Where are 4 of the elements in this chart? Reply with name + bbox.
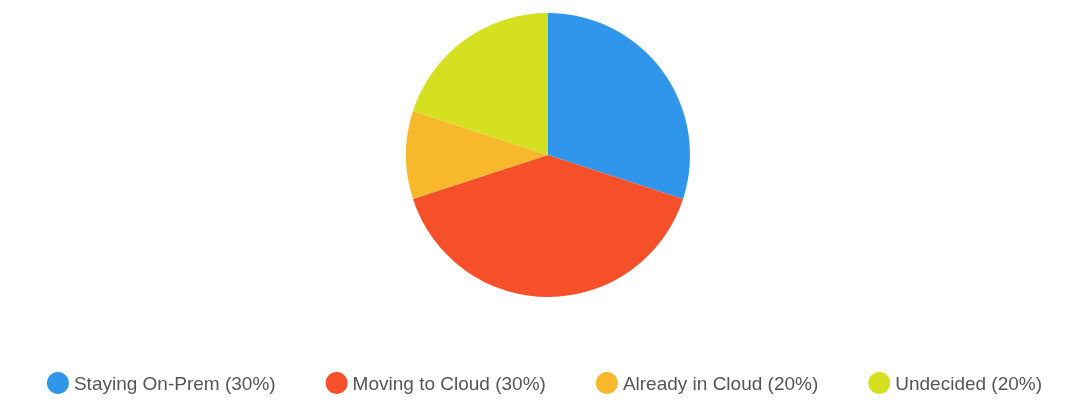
legend-label: Moving to Cloud (30%)	[352, 372, 546, 394]
legend-label: Staying On-Prem (30%)	[73, 372, 276, 394]
legend-label: Already in Cloud (20%)	[622, 372, 819, 394]
legend-label: Undecided (20%)	[895, 372, 1043, 394]
